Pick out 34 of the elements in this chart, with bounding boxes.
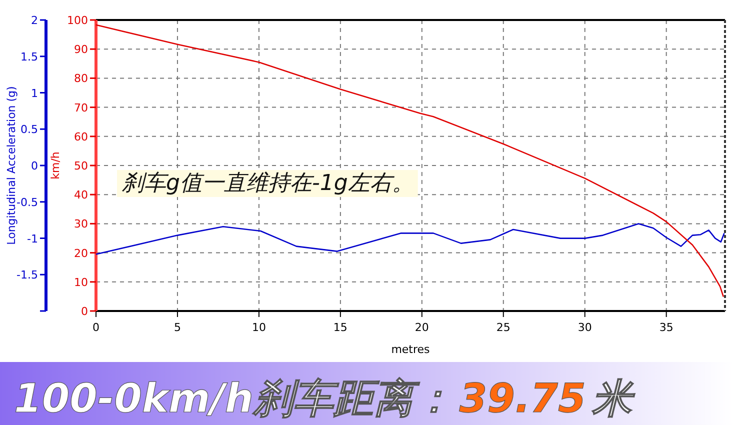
y-tick-label: 1 <box>31 86 38 100</box>
y-tick-label: -1.5 <box>16 268 38 282</box>
y-tick-label: 0 <box>31 160 38 172</box>
y2-tick-label: 60 <box>74 130 88 144</box>
x-tick-label: 0 <box>92 321 100 334</box>
y2-tick-label: 80 <box>74 72 88 86</box>
y-axis-title: Longitudinal Acceleration (g) <box>5 86 18 245</box>
x-tick-label: 5 <box>174 321 181 334</box>
x-tick-label: 10 <box>252 321 266 334</box>
y2-axis-title: km/h <box>49 152 62 180</box>
y-tick-label: 1.5 <box>20 50 38 64</box>
y-tick-label: 0.5 <box>20 123 38 136</box>
x-tick-label: 15 <box>333 321 348 334</box>
y-tick-label: -0.5 <box>16 196 38 209</box>
annotation: 刹车g值一直维持在-1g左右。 <box>121 171 414 196</box>
y-tick-label: -1 <box>27 232 38 246</box>
text: 39.75 <box>459 376 586 422</box>
x-tick-label: 20 <box>414 321 429 334</box>
text: 米 <box>590 376 636 422</box>
y2-tick-label: 90 <box>74 43 88 56</box>
x-tick-label: 35 <box>659 321 674 334</box>
y2-tick-label: 30 <box>74 218 88 231</box>
y2-tick-label: 10 <box>74 276 88 289</box>
y2-tick-label: 0 <box>81 305 88 318</box>
y2-tick-label: 40 <box>74 188 88 202</box>
x-axis-title: metres <box>391 343 430 356</box>
y2-tick-label: 100 <box>67 14 88 27</box>
y2-tick-label: 20 <box>74 246 88 260</box>
x-tick-label: 30 <box>578 321 592 334</box>
text: 100-0km/h刹车距离： <box>14 376 454 422</box>
y-tick-label: 2 <box>31 14 38 27</box>
y2-tick-label: 70 <box>74 101 88 114</box>
y2-tick-label: 50 <box>74 160 88 172</box>
x-tick-label: 25 <box>496 321 510 334</box>
